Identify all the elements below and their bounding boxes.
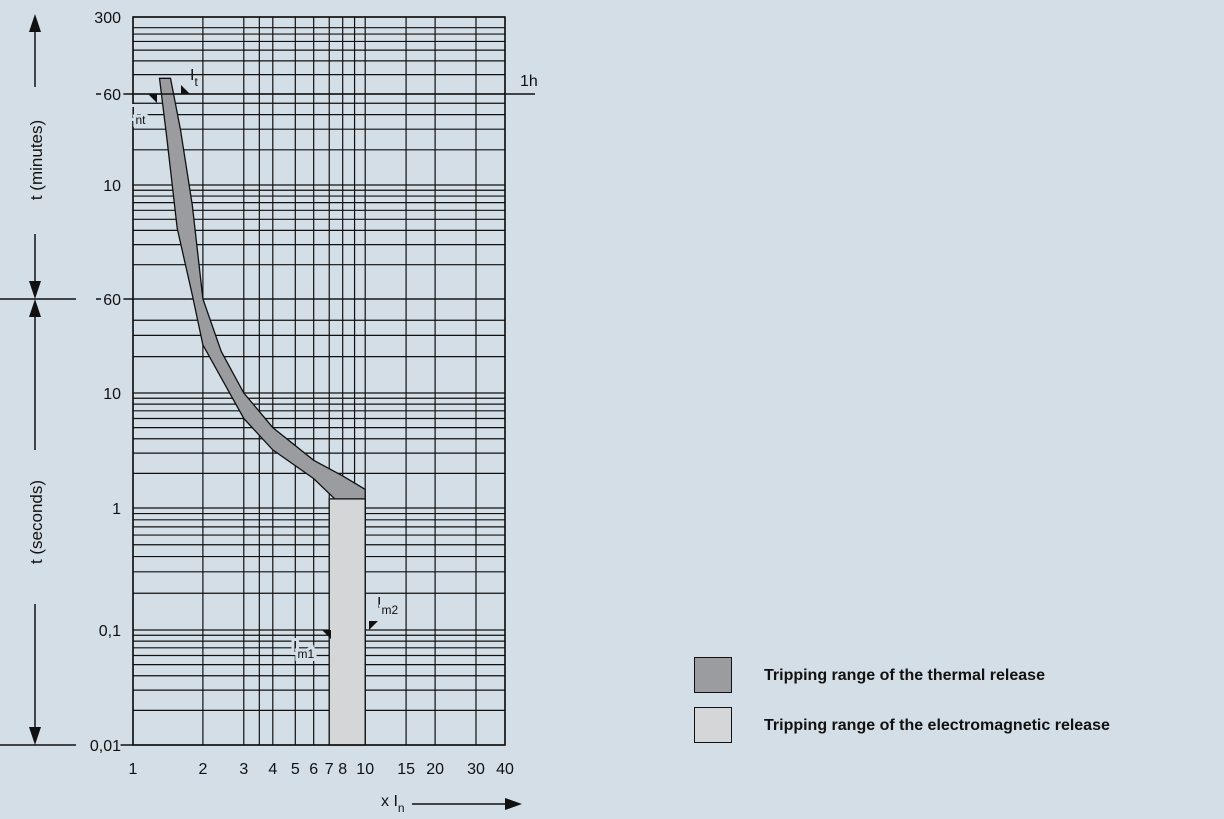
pointer-im1	[322, 630, 331, 639]
y-tick-label: 10	[103, 386, 121, 403]
seconds-arrow-up-head	[29, 299, 41, 317]
x-axis-label: x In	[381, 793, 405, 815]
annotation-int: Int	[131, 105, 146, 127]
y-tick-label: 60	[103, 87, 121, 104]
y-axis-label-seconds: t (seconds)	[27, 480, 46, 564]
pointer-im2	[369, 621, 378, 630]
electromagnetic-release-band	[328, 498, 366, 746]
x-tick-label: 4	[268, 761, 277, 778]
y-tick-label: 10	[103, 178, 121, 195]
x-tick-label: 40	[496, 761, 514, 778]
y-tick-label: 0,1	[99, 623, 121, 640]
chart-grid	[132, 16, 506, 746]
plot-border	[132, 16, 506, 746]
pointer-it	[181, 85, 190, 94]
annotation-it: It	[190, 67, 198, 89]
pointer-int	[148, 94, 157, 103]
x-tick-label: 6	[309, 761, 318, 778]
x-tick-label: 5	[291, 761, 300, 778]
plot-frame	[96, 16, 535, 746]
y-tick-label: 300	[94, 10, 121, 27]
annotations: 1h It Int Im1 Im2 x In t (minutes) t (seconds)	[27, 67, 538, 815]
y-tick-label: 60	[103, 292, 121, 309]
x-axis-arrow-head	[505, 798, 522, 810]
x-tick-label: 15	[397, 761, 415, 778]
x-tick-label: 7	[325, 761, 334, 778]
x-tick-label: 20	[426, 761, 444, 778]
thermal-release-band	[158, 77, 366, 525]
y-tick-label: 0,01	[90, 738, 121, 755]
tripping-bands	[158, 77, 366, 746]
legend-swatch-thermal	[694, 657, 732, 693]
x-tick-labels: 1 2 3 4 5 6 7 8 10 15 20 30 40	[129, 761, 514, 778]
x-tick-label: 30	[467, 761, 485, 778]
x-tick-label: 3	[239, 761, 248, 778]
annotation-im1: Im1	[293, 639, 314, 661]
legend-label-electromagnetic: Tripping range of the electromagnetic re…	[764, 717, 1110, 734]
annotation-im2: Im2	[377, 595, 398, 617]
axis-arrows	[0, 14, 522, 810]
x-tick-label: 2	[198, 761, 207, 778]
x-tick-label: 10	[356, 761, 374, 778]
y-axis-label-minutes: t (minutes)	[27, 120, 46, 200]
x-tick-label: 1	[129, 761, 138, 778]
minutes-arrow-up-head	[29, 14, 41, 32]
y-tick-label: 1	[112, 501, 121, 518]
legend-swatch-electromagnetic	[694, 707, 732, 743]
x-tick-label: 8	[338, 761, 347, 778]
minutes-arrow-down-head	[29, 281, 41, 299]
seconds-arrow-down-head	[29, 727, 41, 745]
one-hour-label: 1h	[520, 73, 538, 90]
legend-label-thermal: Tripping range of the thermal release	[764, 667, 1045, 684]
